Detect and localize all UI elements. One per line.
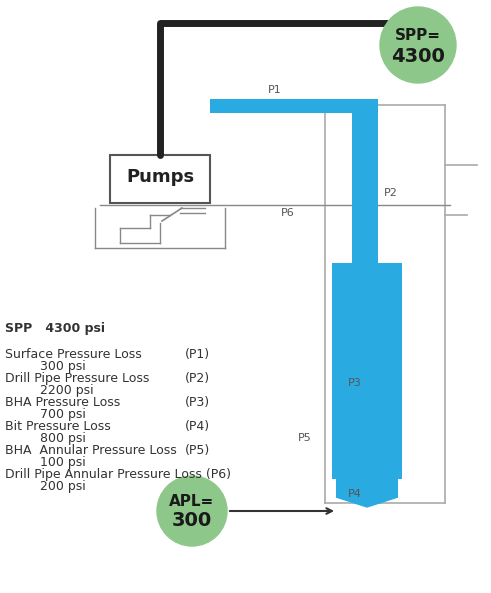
Bar (352, 105, 378, 263)
Circle shape (380, 7, 456, 83)
Text: Pumps: Pumps (126, 168, 194, 186)
Text: Surface Pressure Loss: Surface Pressure Loss (5, 348, 142, 361)
Text: (P2): (P2) (185, 372, 210, 385)
Text: SPP=: SPP= (395, 28, 441, 43)
Text: P4: P4 (348, 489, 362, 499)
Text: 800 psi: 800 psi (40, 432, 86, 445)
Text: P6: P6 (281, 208, 295, 218)
Text: (P1): (P1) (185, 348, 210, 361)
Text: BHA Pressure Loss: BHA Pressure Loss (5, 396, 120, 409)
Text: SPP   4300 psi: SPP 4300 psi (5, 322, 105, 335)
Bar (210, 99, 378, 113)
Text: 4300: 4300 (391, 46, 445, 65)
Bar (332, 263, 402, 479)
Bar (336, 479, 398, 497)
Text: P2: P2 (384, 188, 398, 198)
Text: Drill Pipe Annular Pressure Loss (P6): Drill Pipe Annular Pressure Loss (P6) (5, 468, 231, 481)
Text: Bit Pressure Loss: Bit Pressure Loss (5, 420, 111, 433)
Text: P3: P3 (348, 378, 362, 388)
Text: APL=: APL= (169, 495, 215, 509)
Bar (352, 99, 378, 105)
Text: Drill Pipe Pressure Loss: Drill Pipe Pressure Loss (5, 372, 149, 385)
Polygon shape (336, 497, 398, 507)
Text: P1: P1 (268, 85, 282, 95)
Text: 200 psi: 200 psi (40, 480, 86, 493)
Text: (P4): (P4) (185, 420, 210, 433)
Text: 300: 300 (172, 512, 212, 531)
Text: BHA  Annular Pressure Loss: BHA Annular Pressure Loss (5, 444, 177, 457)
Circle shape (157, 476, 227, 546)
Text: P5: P5 (298, 433, 312, 443)
Text: 100 psi: 100 psi (40, 456, 86, 469)
Text: (P3): (P3) (185, 396, 210, 409)
Bar (110, 155, 210, 203)
Text: 700 psi: 700 psi (40, 408, 86, 421)
Text: (P5): (P5) (185, 444, 210, 457)
Text: 300 psi: 300 psi (40, 360, 86, 373)
Text: 2200 psi: 2200 psi (40, 384, 94, 397)
